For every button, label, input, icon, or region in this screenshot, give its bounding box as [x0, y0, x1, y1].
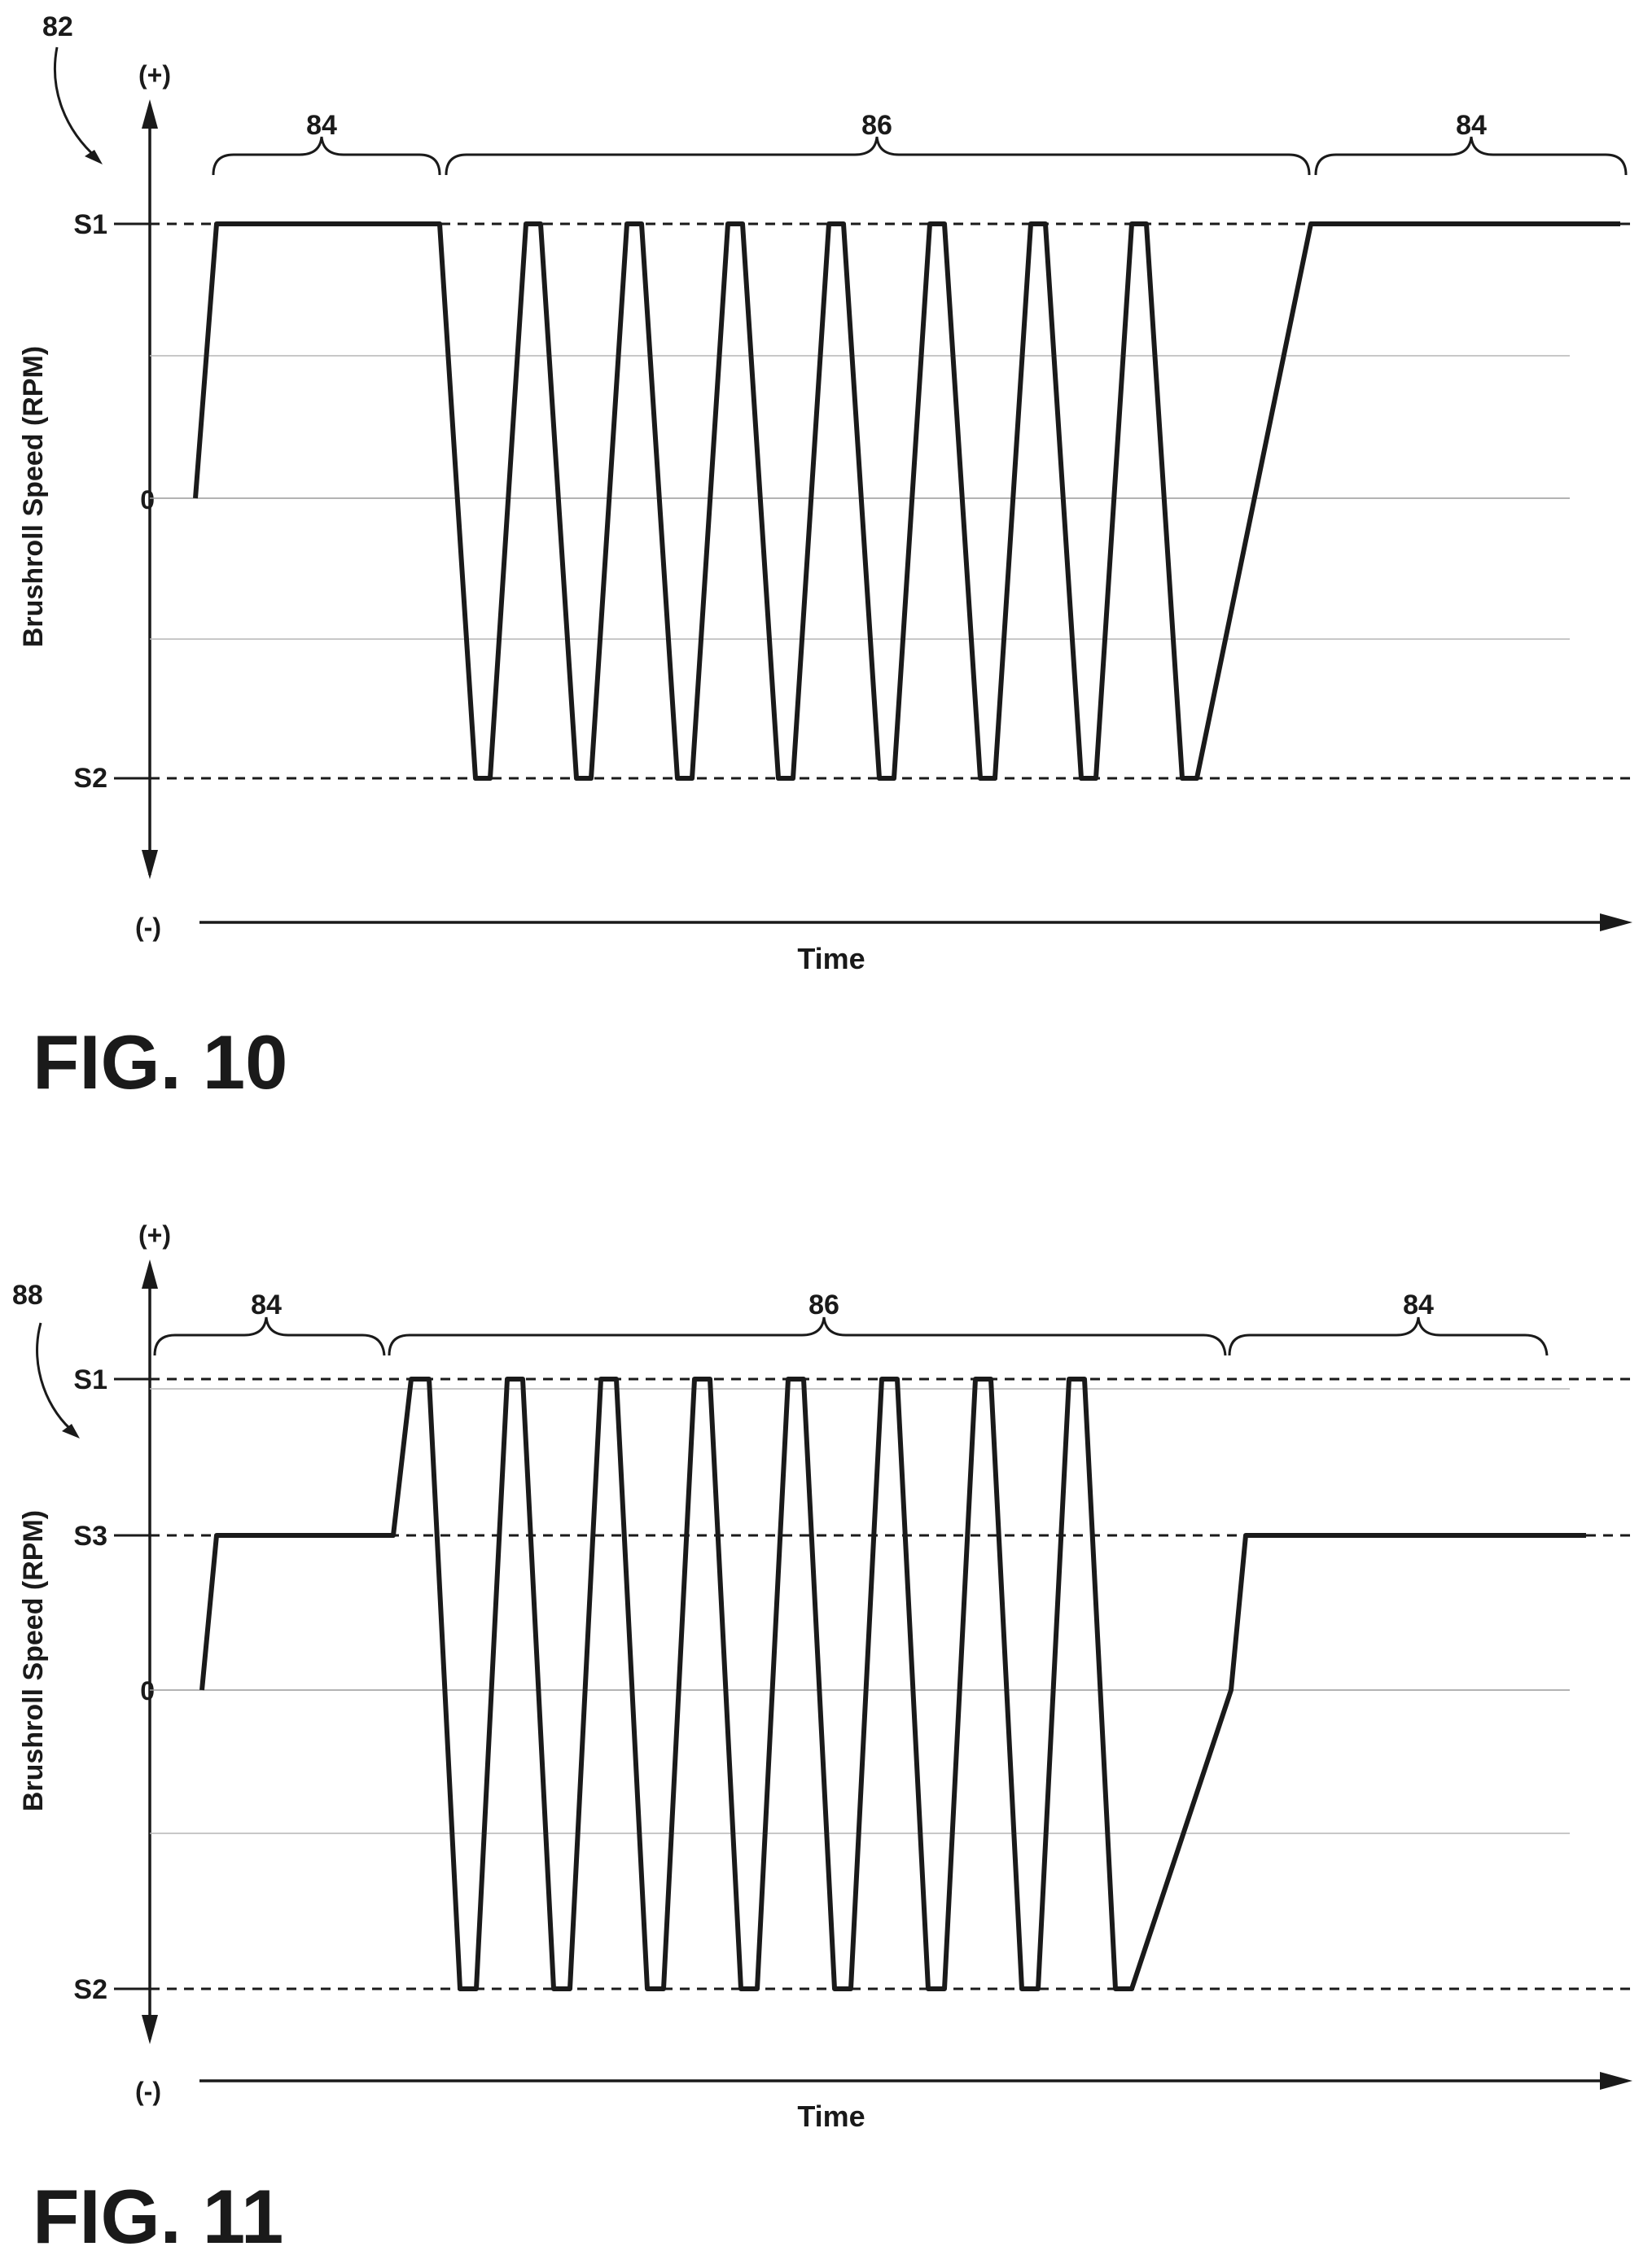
- figure-11: 88 (+) (-) Brushroll Speed (RPM) Time S1…: [12, 1220, 1635, 2259]
- y-axis-down-arrowhead: [142, 850, 158, 879]
- speed-trace-series: [199, 1377, 1586, 1991]
- y-axis-title: Brushroll Speed (RPM): [18, 346, 49, 647]
- figure-label-10: FIG. 10: [33, 1019, 287, 1105]
- segment-label-84-right: 84: [1456, 110, 1487, 141]
- ref-numeral-88: 88: [12, 1280, 43, 1311]
- level-label-s1: S1: [73, 209, 107, 240]
- figure-label-11: FIG. 11: [33, 2174, 283, 2259]
- y-axis-positive-label: (+): [138, 1220, 171, 1250]
- x-axis-arrowhead: [1600, 913, 1632, 931]
- level-label-s2: S2: [73, 1974, 107, 2005]
- segment-brace-86: [388, 1316, 1227, 1356]
- y-axis-down-arrowhead: [142, 2015, 158, 2044]
- level-label-s1: S1: [73, 1364, 107, 1395]
- segment-label-86: 86: [861, 110, 892, 141]
- ref-numeral-82: 82: [42, 11, 73, 42]
- level-label-zero: 0: [140, 485, 155, 515]
- speed-trace-series: [193, 221, 1620, 781]
- y-axis-negative-label: (-): [135, 2077, 161, 2106]
- y-axis-up-arrowhead: [142, 99, 158, 129]
- segment-label-86: 86: [808, 1290, 839, 1320]
- y-axis-title: Brushroll Speed (RPM): [18, 1510, 49, 1811]
- segment-label-84-right: 84: [1403, 1290, 1434, 1320]
- segment-brace-84-left: [212, 136, 441, 176]
- x-axis-arrowhead: [1600, 2072, 1632, 2090]
- y-axis-positive-label: (+): [138, 60, 171, 90]
- level-label-zero: 0: [140, 1676, 155, 1706]
- ref-leader-arrowhead: [62, 1424, 80, 1439]
- y-axis-negative-label: (-): [135, 913, 161, 942]
- ref-leader-82: [53, 46, 99, 160]
- segment-brace-84-left: [153, 1316, 386, 1356]
- segment-brace-86: [445, 136, 1311, 176]
- segment-label-84-left: 84: [306, 110, 337, 141]
- ref-leader-arrowhead: [85, 150, 103, 164]
- ref-leader-88: [36, 1322, 76, 1434]
- level-label-s3: S3: [73, 1521, 107, 1552]
- figure-10: 82 (+) (-) Brushroll Speed (RPM) Time S1…: [18, 11, 1635, 1105]
- segment-brace-84-right: [1314, 136, 1628, 176]
- y-axis-up-arrowhead: [142, 1259, 158, 1289]
- x-axis-title: Time: [797, 942, 865, 975]
- x-axis-title: Time: [797, 2100, 865, 2133]
- segment-label-84-left: 84: [251, 1290, 282, 1320]
- segment-brace-84-right: [1228, 1316, 1549, 1356]
- level-label-s2: S2: [73, 763, 107, 794]
